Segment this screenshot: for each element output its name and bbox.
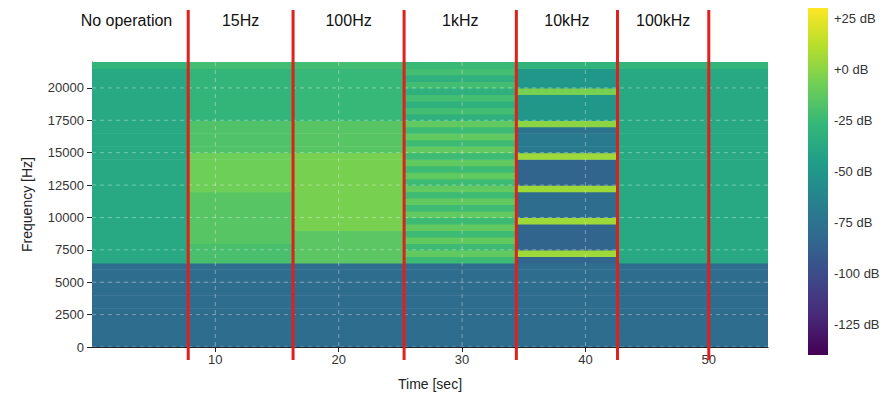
svg-text:100Hz: 100Hz [325, 12, 371, 29]
svg-text:0: 0 [77, 340, 84, 355]
svg-text:+25 dB: +25 dB [834, 11, 876, 26]
svg-text:100kHz: 100kHz [636, 12, 690, 29]
svg-text:17500: 17500 [48, 113, 84, 128]
svg-text:10: 10 [208, 352, 222, 367]
svg-text:2500: 2500 [55, 307, 84, 322]
svg-text:50: 50 [701, 352, 716, 367]
svg-text:-100 dB: -100 dB [834, 266, 880, 281]
svg-text:7500: 7500 [55, 242, 84, 257]
svg-text:Time [sec]: Time [sec] [398, 376, 462, 392]
svg-text:1kHz: 1kHz [442, 12, 478, 29]
svg-text:-25 dB: -25 dB [834, 113, 872, 128]
svg-text:5000: 5000 [55, 275, 84, 290]
svg-text:20000: 20000 [48, 80, 84, 95]
svg-text:-50 dB: -50 dB [834, 164, 872, 179]
svg-text:+0 dB: +0 dB [834, 62, 868, 77]
svg-text:10kHz: 10kHz [544, 12, 589, 29]
svg-text:No operation: No operation [81, 12, 173, 29]
svg-text:-75 dB: -75 dB [834, 215, 872, 230]
svg-text:30: 30 [455, 352, 469, 367]
svg-text:20: 20 [331, 352, 345, 367]
svg-text:40: 40 [578, 352, 592, 367]
svg-text:-125 dB: -125 dB [834, 317, 880, 332]
svg-text:12500: 12500 [48, 178, 84, 193]
svg-text:10000: 10000 [48, 210, 84, 225]
svg-text:15Hz: 15Hz [222, 12, 259, 29]
svg-text:15000: 15000 [48, 145, 84, 160]
svg-text:Frequency [Hz]: Frequency [Hz] [19, 157, 35, 252]
